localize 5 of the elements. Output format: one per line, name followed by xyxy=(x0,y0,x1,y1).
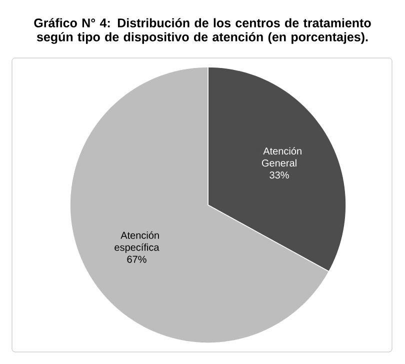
chart-title: Gráfico N° 4: Distribución de los centros de tratamiento según tipo de dispositivo de atención (en porcentajes). xyxy=(34,18,371,44)
data-label: 33% xyxy=(270,172,289,179)
slice-label: Atención específica xyxy=(114,231,160,253)
slice-label: Atención General xyxy=(262,147,302,167)
data-label: 67% xyxy=(127,256,146,263)
